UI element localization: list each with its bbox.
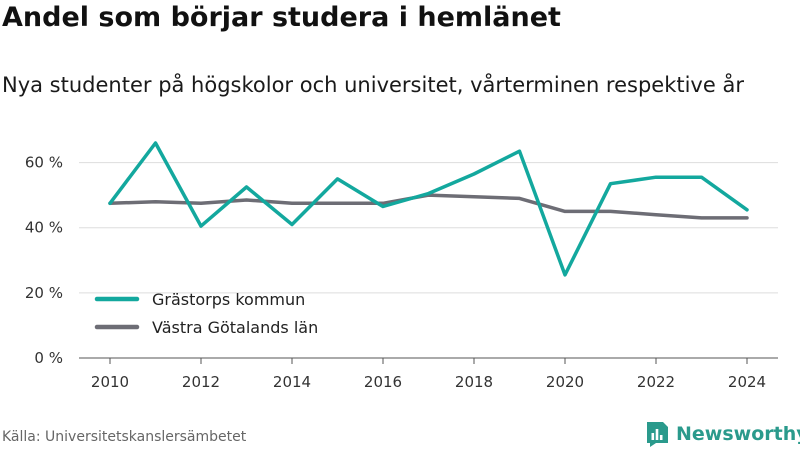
legend-label-1: Västra Götalands län: [152, 318, 318, 337]
legend-label-0: Grästorps kommun: [152, 290, 305, 309]
x-tick-label: 2022: [637, 373, 675, 391]
series-line-0: [108, 141, 749, 277]
source-note: Källa: Universitetskanslersämbetet: [2, 429, 247, 445]
chart-subtitle: Nya studenter på högskolor och universit…: [2, 73, 744, 97]
x-tick-label: 2016: [364, 373, 402, 391]
x-tick-label: 2010: [91, 373, 129, 391]
brand-logo: Newsworthy: [644, 420, 800, 448]
x-tick-label: 2020: [546, 373, 584, 391]
x-tick-label: 2014: [273, 373, 311, 391]
y-tick-label: 40 %: [25, 219, 63, 237]
y-tick-label: 20 %: [25, 284, 63, 302]
x-tick-label: 2012: [182, 373, 220, 391]
y-tick-label: 0 %: [34, 349, 63, 367]
brand-name: Newsworthy: [676, 423, 800, 445]
y-tick-label: 60 %: [25, 154, 63, 172]
series-line-1: [108, 193, 749, 220]
newsworthy-logo-icon: [647, 422, 668, 447]
chart-title: Andel som börjar studera i hemlänet: [2, 2, 561, 33]
x-tick-label: 2018: [455, 373, 493, 391]
x-tick-label: 2024: [728, 373, 766, 391]
line-chart: 0 % 20 % 40 % 60 % 2010 2012 2014 2016 2018 2020 2…: [25, 141, 778, 391]
